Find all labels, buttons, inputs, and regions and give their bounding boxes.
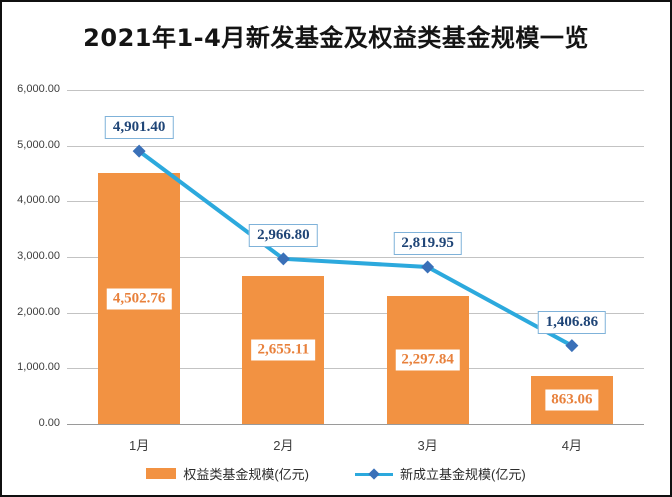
diamond-marker-icon [368, 467, 380, 480]
legend-label-bar-series: 权益类基金规模(亿元) [183, 467, 309, 482]
line-data-label: 2,966.80 [249, 223, 318, 247]
x-axis-tick-label: 3月 [417, 438, 438, 453]
gridline [67, 145, 644, 147]
line-path [137, 149, 573, 348]
y-axis-tick-label: 3,000.00 [17, 250, 60, 262]
line-data-label: 1,406.86 [537, 310, 607, 334]
y-axis-tick-label: 6,000.00 [17, 83, 60, 95]
line-series-swatch-icon [355, 467, 393, 480]
gridline [67, 368, 644, 370]
x-axis-tick-label: 2月 [273, 438, 294, 453]
line-data-label: 4,901.40 [104, 116, 174, 140]
chart-title: 2021年1-4月新发基金及权益类基金规模一览 [83, 24, 589, 52]
bar-data-label: 2,655.11 [251, 339, 316, 361]
bar-data-label: 4,502.76 [106, 288, 172, 310]
bar-series-swatch-icon [146, 468, 177, 479]
bar-data-label: 2,297.84 [395, 349, 460, 371]
legend: 权益类基金规模(亿元) 新成立基金规模(亿元) [2, 464, 670, 483]
gridline [67, 424, 644, 425]
y-axis-tick-label: 0.00 [38, 417, 60, 429]
gridline [67, 90, 644, 91]
x-axis-tick-label: 4月 [561, 438, 582, 453]
diamond-marker-icon [276, 252, 290, 266]
bar-data-label: 863.06 [545, 389, 599, 411]
diamond-marker-icon [421, 260, 435, 274]
legend-item-line-series: 新成立基金规模(亿元) [355, 464, 526, 483]
line-data-label: 2,819.95 [393, 232, 462, 256]
y-axis-tick-label: 4,000.00 [17, 194, 60, 207]
y-axis-tick-label: 2,000.00 [17, 305, 60, 318]
diamond-marker-icon [565, 339, 579, 353]
legend-label-line-series: 新成立基金规模(亿元) [400, 467, 526, 482]
y-axis-tick-label: 5,000.00 [17, 138, 60, 151]
legend-item-bar-series: 权益类基金规模(亿元) [146, 464, 309, 483]
x-axis-tick-label: 1月 [129, 438, 150, 453]
y-axis-tick-label: 1,000.00 [17, 361, 60, 374]
